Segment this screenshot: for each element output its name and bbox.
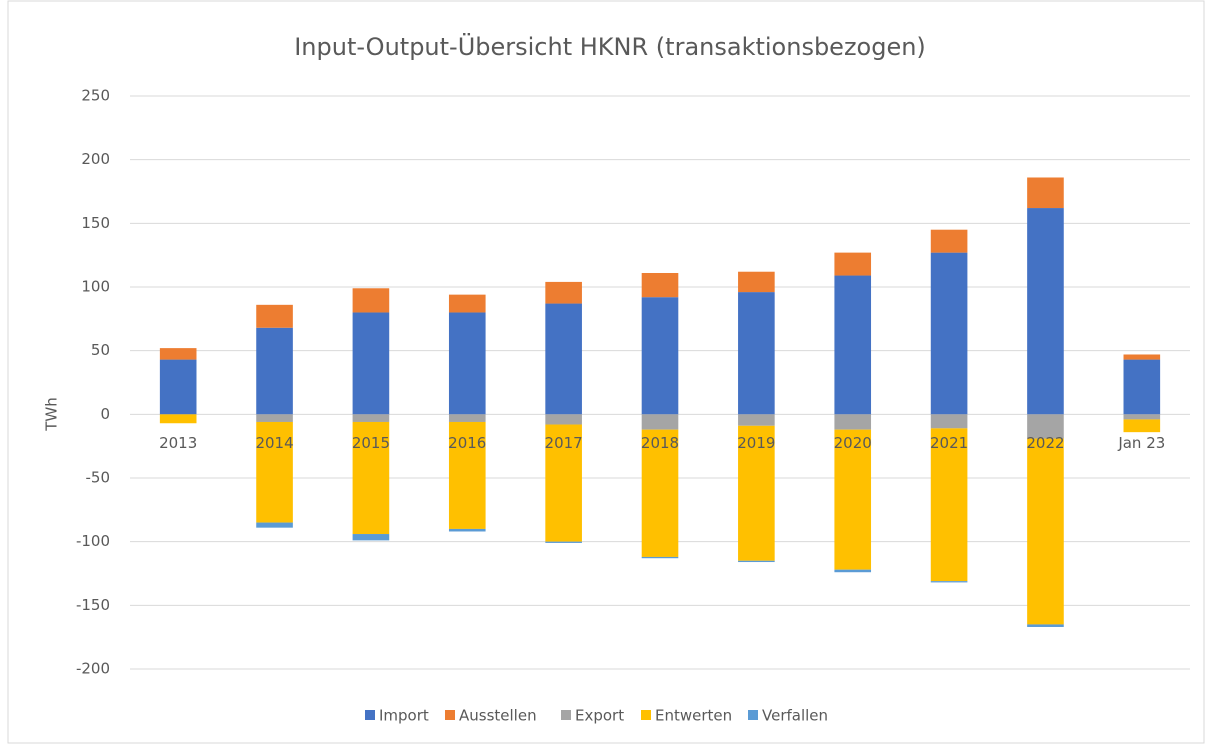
- y-tick-label: 250: [81, 87, 110, 105]
- legend-label: Entwerten: [655, 707, 732, 725]
- y-tick-label: 50: [91, 341, 110, 359]
- bar-segment: [930, 252, 968, 415]
- bar-segment: [448, 421, 486, 529]
- y-tick-label: -50: [86, 469, 111, 487]
- bar-segment: [641, 414, 679, 430]
- bar-segment: [448, 414, 486, 422]
- bar-segment: [1123, 414, 1161, 420]
- bar-segment: [545, 281, 582, 304]
- bar-segment: [159, 359, 197, 415]
- legend-swatch: [641, 710, 651, 720]
- bar-segment: [448, 294, 486, 313]
- bar-segment: [834, 275, 872, 415]
- y-tick-label: 0: [100, 405, 110, 423]
- bar-segment: [256, 414, 293, 422]
- bar-segment: [352, 288, 390, 313]
- bar-segment: [738, 425, 775, 561]
- bar-segment: [352, 534, 390, 541]
- bar-segment: [1027, 208, 1064, 415]
- y-tick-label: -100: [76, 532, 110, 550]
- bar-segment: [930, 229, 968, 253]
- x-tick-label: 2015: [352, 434, 390, 452]
- bar-segment: [1027, 438, 1064, 625]
- chart-title: Input-Output-Übersicht HKNR (transaktion…: [294, 32, 926, 61]
- legend-swatch: [445, 710, 455, 720]
- bar-segment: [930, 428, 968, 582]
- bar-segment: [834, 569, 872, 573]
- bar-segment: [1027, 414, 1064, 439]
- bar-segment: [738, 414, 775, 426]
- legend-swatch: [748, 710, 758, 720]
- x-tick-label: 2016: [448, 434, 486, 452]
- bar-segment: [738, 560, 775, 563]
- bar-segment: [545, 424, 582, 542]
- bar-segment: [930, 414, 968, 429]
- bar-segment: [545, 541, 582, 543]
- bar-segment: [1027, 177, 1064, 209]
- legend-label: Verfallen: [762, 707, 828, 725]
- bar-segment: [1027, 624, 1064, 627]
- bar-segment: [1123, 419, 1161, 433]
- y-tick-label: 150: [81, 214, 110, 232]
- bar-segment: [738, 292, 775, 415]
- bar-segment: [641, 556, 679, 559]
- bar-segment: [1123, 354, 1161, 360]
- legend-swatch: [561, 710, 571, 720]
- y-tick-label: -200: [76, 660, 110, 678]
- bar-segment: [256, 522, 293, 528]
- bar-segment: [159, 348, 197, 360]
- bar-segment: [930, 581, 968, 583]
- x-tick-label: 2018: [641, 434, 679, 452]
- legend-swatch: [365, 710, 375, 720]
- bar-segment: [545, 303, 582, 415]
- x-tick-label: 2014: [255, 434, 293, 452]
- bar-segment: [834, 429, 872, 570]
- bar-segment: [256, 421, 293, 523]
- bar-segment: [256, 304, 293, 328]
- bar-segment: [545, 414, 582, 425]
- bar-segment: [448, 312, 486, 415]
- x-tick-label: 2022: [1026, 434, 1064, 452]
- x-tick-label: Jan 23: [1117, 434, 1165, 452]
- x-tick-label: 2020: [834, 434, 872, 452]
- y-tick-label: -150: [76, 596, 110, 614]
- bar-segment: [352, 414, 390, 422]
- y-tick-label: 100: [81, 278, 110, 296]
- bar-segment: [352, 421, 390, 535]
- bar-segment: [834, 252, 872, 276]
- bar-segment: [641, 272, 679, 298]
- bar-segment: [352, 312, 390, 415]
- x-tick-label: 2017: [545, 434, 583, 452]
- bar-segment: [256, 327, 293, 415]
- bar-segment: [159, 414, 197, 424]
- x-tick-label: 2021: [930, 434, 968, 452]
- bar-segment: [641, 297, 679, 415]
- bar-segment: [448, 528, 486, 532]
- x-tick-label: 2019: [737, 434, 775, 452]
- chart-border: [7, 0, 1205, 744]
- x-tick-label: 2013: [159, 434, 197, 452]
- legend-label: Ausstellen: [459, 707, 537, 725]
- y-tick-label: 200: [81, 150, 110, 168]
- bar-segment: [834, 414, 872, 430]
- bar-segment: [738, 271, 775, 293]
- bar-segment: [1123, 359, 1161, 415]
- bar-segment: [641, 429, 679, 557]
- legend-label: Import: [379, 707, 429, 725]
- y-axis-label: TWh: [43, 397, 61, 432]
- legend-label: Export: [575, 707, 624, 725]
